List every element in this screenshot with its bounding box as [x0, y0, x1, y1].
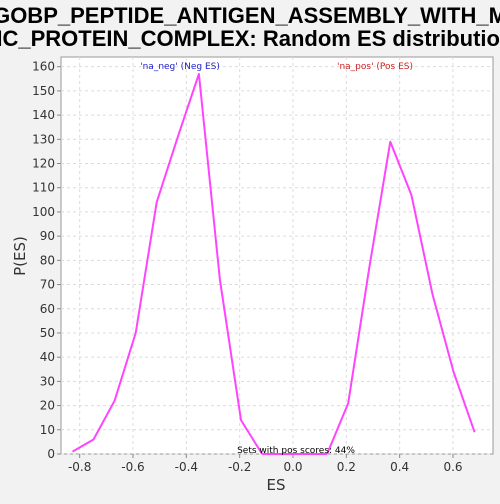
x-tick-label: -0.2	[228, 460, 251, 474]
y-tick-label: 120	[32, 157, 55, 171]
x-axis-label: ES	[267, 476, 286, 494]
x-tick-label: -0.6	[121, 460, 144, 474]
y-tick-label: 150	[32, 84, 55, 98]
axis-ticks: 0 10 20 30 40 50 60 70 80 90 100 110 120 130 140 150 160…	[32, 60, 462, 474]
y-tick-label: 30	[40, 374, 55, 388]
chart-title-line-1: GOBP_PEPTIDE_ANTIGEN_ASSEMBLY_WITH_M	[0, 3, 500, 28]
plot-area	[60, 56, 494, 455]
x-tick-label: 0.0	[283, 460, 302, 474]
y-axis-label: P(ES)	[11, 236, 29, 276]
x-tick-label: 0.2	[337, 460, 356, 474]
y-tick-label: 160	[32, 60, 55, 74]
x-tick-label: -0.4	[175, 460, 198, 474]
series-line-pos-es	[326, 140, 476, 455]
y-tick-label: 0	[47, 447, 55, 461]
y-tick-label: 130	[32, 132, 55, 146]
series-line-neg-es	[72, 72, 263, 455]
y-tick-label: 60	[40, 302, 55, 316]
y-tick-label: 140	[32, 108, 55, 122]
legend-pos-es: 'na_pos' (Pos ES)	[337, 62, 413, 72]
y-tick-label: 80	[40, 253, 55, 267]
x-tick-label: -0.8	[68, 460, 91, 474]
x-tick-label: 0.6	[443, 460, 462, 474]
y-tick-label: 110	[32, 181, 55, 195]
chart-title-line-2: HC_PROTEIN_COMPLEX: Random ES distributi…	[0, 26, 500, 51]
y-tick-label: 40	[40, 350, 55, 364]
y-tick-label: 20	[40, 399, 55, 413]
grid	[61, 57, 493, 455]
y-tick-label: 90	[40, 229, 55, 243]
x-tick-label: 0.4	[390, 460, 409, 474]
legend-neg-es: 'na_neg' (Neg ES)	[140, 62, 220, 72]
y-tick-label: 50	[40, 326, 55, 340]
pos-scores-annotation: Sets with pos scores: 44%	[237, 446, 355, 456]
series	[72, 72, 476, 455]
y-tick-label: 10	[40, 423, 55, 437]
y-tick-label: 100	[32, 205, 55, 219]
y-tick-label: 70	[40, 278, 55, 292]
